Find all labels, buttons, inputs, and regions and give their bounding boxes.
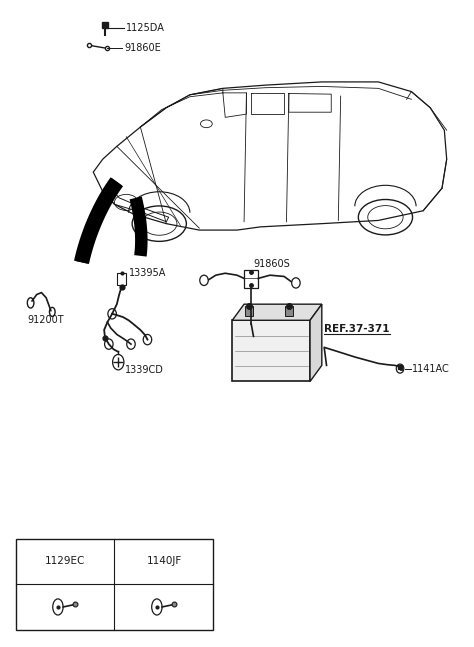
Bar <box>117 273 126 285</box>
Bar <box>245 306 253 316</box>
Text: 1129EC: 1129EC <box>45 556 85 566</box>
Bar <box>244 270 258 288</box>
Text: 13395A: 13395A <box>128 269 166 278</box>
Bar <box>16 540 213 630</box>
Text: 1141AC: 1141AC <box>412 364 450 373</box>
Text: 91200T: 91200T <box>27 315 64 325</box>
Bar <box>285 306 292 316</box>
Text: 91860E: 91860E <box>124 43 161 54</box>
Bar <box>232 320 310 382</box>
Text: 91860S: 91860S <box>254 259 290 269</box>
Text: 1125DA: 1125DA <box>126 23 165 34</box>
Text: REF.37-371: REF.37-371 <box>324 324 390 334</box>
Text: 1140JF: 1140JF <box>146 556 182 566</box>
Polygon shape <box>310 304 322 382</box>
Text: 1339CD: 1339CD <box>125 365 164 375</box>
Polygon shape <box>232 304 322 320</box>
